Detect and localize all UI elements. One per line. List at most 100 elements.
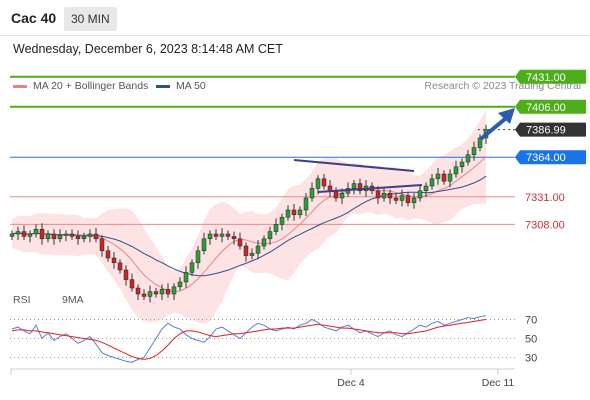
legend-9ma: 9MA: [62, 294, 84, 306]
candle: [135, 284, 141, 300]
candle: [177, 277, 183, 291]
price-tags: 7431.00 7406.00 7386.99 7364.00 7331.00 7308.…: [515, 69, 586, 231]
x-tick-label-dec11: Dec 11: [482, 377, 515, 389]
candle: [81, 232, 87, 243]
header-divider: [0, 35, 590, 36]
bollinger-band-area: [12, 109, 486, 324]
candle: [75, 230, 81, 245]
price-levels: [10, 75, 515, 225]
candle: [243, 242, 249, 262]
candle: [171, 283, 177, 300]
candle: [57, 229, 63, 243]
candle: [351, 180, 357, 195]
candle: [435, 168, 441, 185]
candle: [297, 206, 303, 219]
candle: [417, 184, 423, 202]
candle: [465, 150, 471, 166]
target-arrow-head: [498, 108, 515, 124]
candle: [147, 285, 153, 303]
level-label-4: 7331.00: [525, 192, 565, 204]
candle: [111, 252, 117, 269]
ma20-swatch: [13, 84, 27, 88]
legend-ma20: MA 20 + Bollinger Bands: [13, 80, 148, 92]
ma50-label: MA 50: [176, 80, 206, 92]
candle: [405, 192, 411, 207]
price-tag-3: 7364.00: [515, 150, 586, 165]
legend-rsi: RSI: [13, 294, 31, 306]
candle: [27, 230, 33, 243]
candle: [429, 174, 435, 190]
rsi-tick-label-70: 70: [525, 315, 537, 327]
candle: [393, 193, 399, 204]
timeframe-button[interactable]: 30 MIN: [64, 7, 117, 31]
candle: [195, 246, 201, 269]
candle: [99, 235, 105, 257]
chart-header: Cac 40 30 MIN: [0, 0, 590, 36]
legend-ma50: MA 50: [156, 80, 206, 92]
candlesticks: [9, 124, 489, 303]
candle: [249, 248, 255, 260]
candle: [69, 229, 75, 240]
candle: [63, 230, 69, 242]
candle: [273, 218, 279, 236]
candle: [303, 193, 309, 216]
candle: [285, 205, 291, 221]
rsi-9ma-line: [11, 319, 487, 360]
candle: [207, 230, 213, 245]
candle: [387, 189, 393, 204]
candle: [189, 259, 195, 276]
candle: [153, 288, 159, 298]
candle: [261, 235, 267, 250]
candle: [45, 230, 51, 243]
svg-text:7364.00: 7364.00: [526, 152, 566, 164]
candle: [141, 289, 147, 300]
symbol-title: Cac 40: [11, 10, 57, 26]
candle: [9, 230, 15, 240]
candle: [453, 160, 459, 178]
rsi-label: RSI: [13, 294, 31, 306]
rsi-panel: 70 50 30: [10, 315, 537, 365]
candle: [411, 193, 417, 209]
candle: [309, 182, 315, 202]
candle: [291, 204, 297, 221]
candle: [165, 283, 171, 298]
candle: [21, 225, 27, 240]
candle: [267, 226, 273, 245]
rsi-tick-label-30: 30: [525, 353, 537, 365]
candle: [237, 232, 243, 250]
candle: [231, 231, 237, 245]
candle: [459, 158, 465, 173]
candle: [447, 169, 453, 188]
candle: [225, 230, 231, 240]
flag-upper-trendline: [293, 159, 415, 172]
candle: [87, 229, 93, 243]
svg-text:7431.00: 7431.00: [526, 72, 566, 84]
bollinger-fill: [12, 109, 486, 324]
candle: [15, 226, 21, 240]
candle: [183, 266, 189, 288]
candle: [93, 228, 99, 243]
svg-text:7406.00: 7406.00: [526, 102, 566, 114]
candle: [33, 224, 39, 238]
candle: [441, 170, 447, 185]
candle: [423, 182, 429, 197]
candle: [357, 178, 363, 195]
candle: [213, 229, 219, 240]
candle: [255, 240, 261, 260]
price-tag-1: 7406.00: [515, 99, 586, 114]
price-tag-2: 7386.99: [515, 122, 586, 137]
rsi-tick-label-50: 50: [525, 334, 537, 346]
ma20-label: MA 20 + Bollinger Bands: [33, 80, 149, 92]
chart-datetime: Wednesday, December 6, 2023 8:14:48 AM C…: [13, 42, 283, 56]
candle: [219, 228, 225, 243]
candle: [471, 141, 477, 161]
candle: [105, 246, 111, 262]
candle: [375, 186, 381, 204]
candle: [201, 232, 207, 255]
candle: [381, 187, 387, 202]
candle: [279, 213, 285, 231]
candle: [321, 174, 327, 190]
flag-pattern: [293, 108, 515, 193]
x-tick-label-dec4: Dec 4: [337, 377, 365, 389]
